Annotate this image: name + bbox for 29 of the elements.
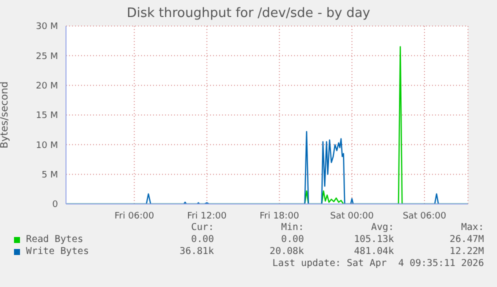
x-tick-label: Fri 06:00 (114, 211, 154, 222)
x-tick-label: Sat 06:00 (402, 211, 447, 222)
text: 0.00 (190, 234, 214, 246)
text: 12.22M (448, 246, 484, 258)
text: 36.81k (178, 246, 214, 258)
legend-label: Read Bytes (25, 234, 84, 246)
y-tick-label: 25 M (36, 52, 58, 62)
x-tick-label: Fri 18:00 (260, 211, 300, 222)
y-tick-label: 20 M (36, 82, 58, 92)
text: 0.00 (280, 234, 304, 246)
y-tick-label: 0 (52, 200, 58, 210)
text: 105.13k (352, 234, 394, 246)
text: 26.47M (448, 234, 484, 246)
text: Avg: (370, 222, 394, 234)
text: Last update: Sat Apr 4 09:35:11 2026 (271, 258, 484, 270)
x-tick-label: Fri 12:00 (187, 211, 227, 222)
y-tick-label: 10 M (36, 140, 58, 151)
text: 20.08k (268, 246, 304, 258)
chart-title: Disk throughput for /dev/sde - by day (126, 6, 372, 21)
y-axis-title: Bytes/second (0, 81, 11, 149)
text: Min: (280, 222, 304, 234)
legend-label: Write Bytes (25, 246, 90, 258)
text: 481.04k (352, 246, 394, 258)
y-tick-label: 30 M (36, 22, 58, 32)
text: Cur: (190, 222, 214, 234)
y-tick-label: 5 M (42, 170, 58, 181)
x-tick-label: Sat 00:00 (330, 211, 374, 222)
y-tick-label: 15 M (36, 111, 58, 122)
text: Max: (460, 222, 484, 234)
